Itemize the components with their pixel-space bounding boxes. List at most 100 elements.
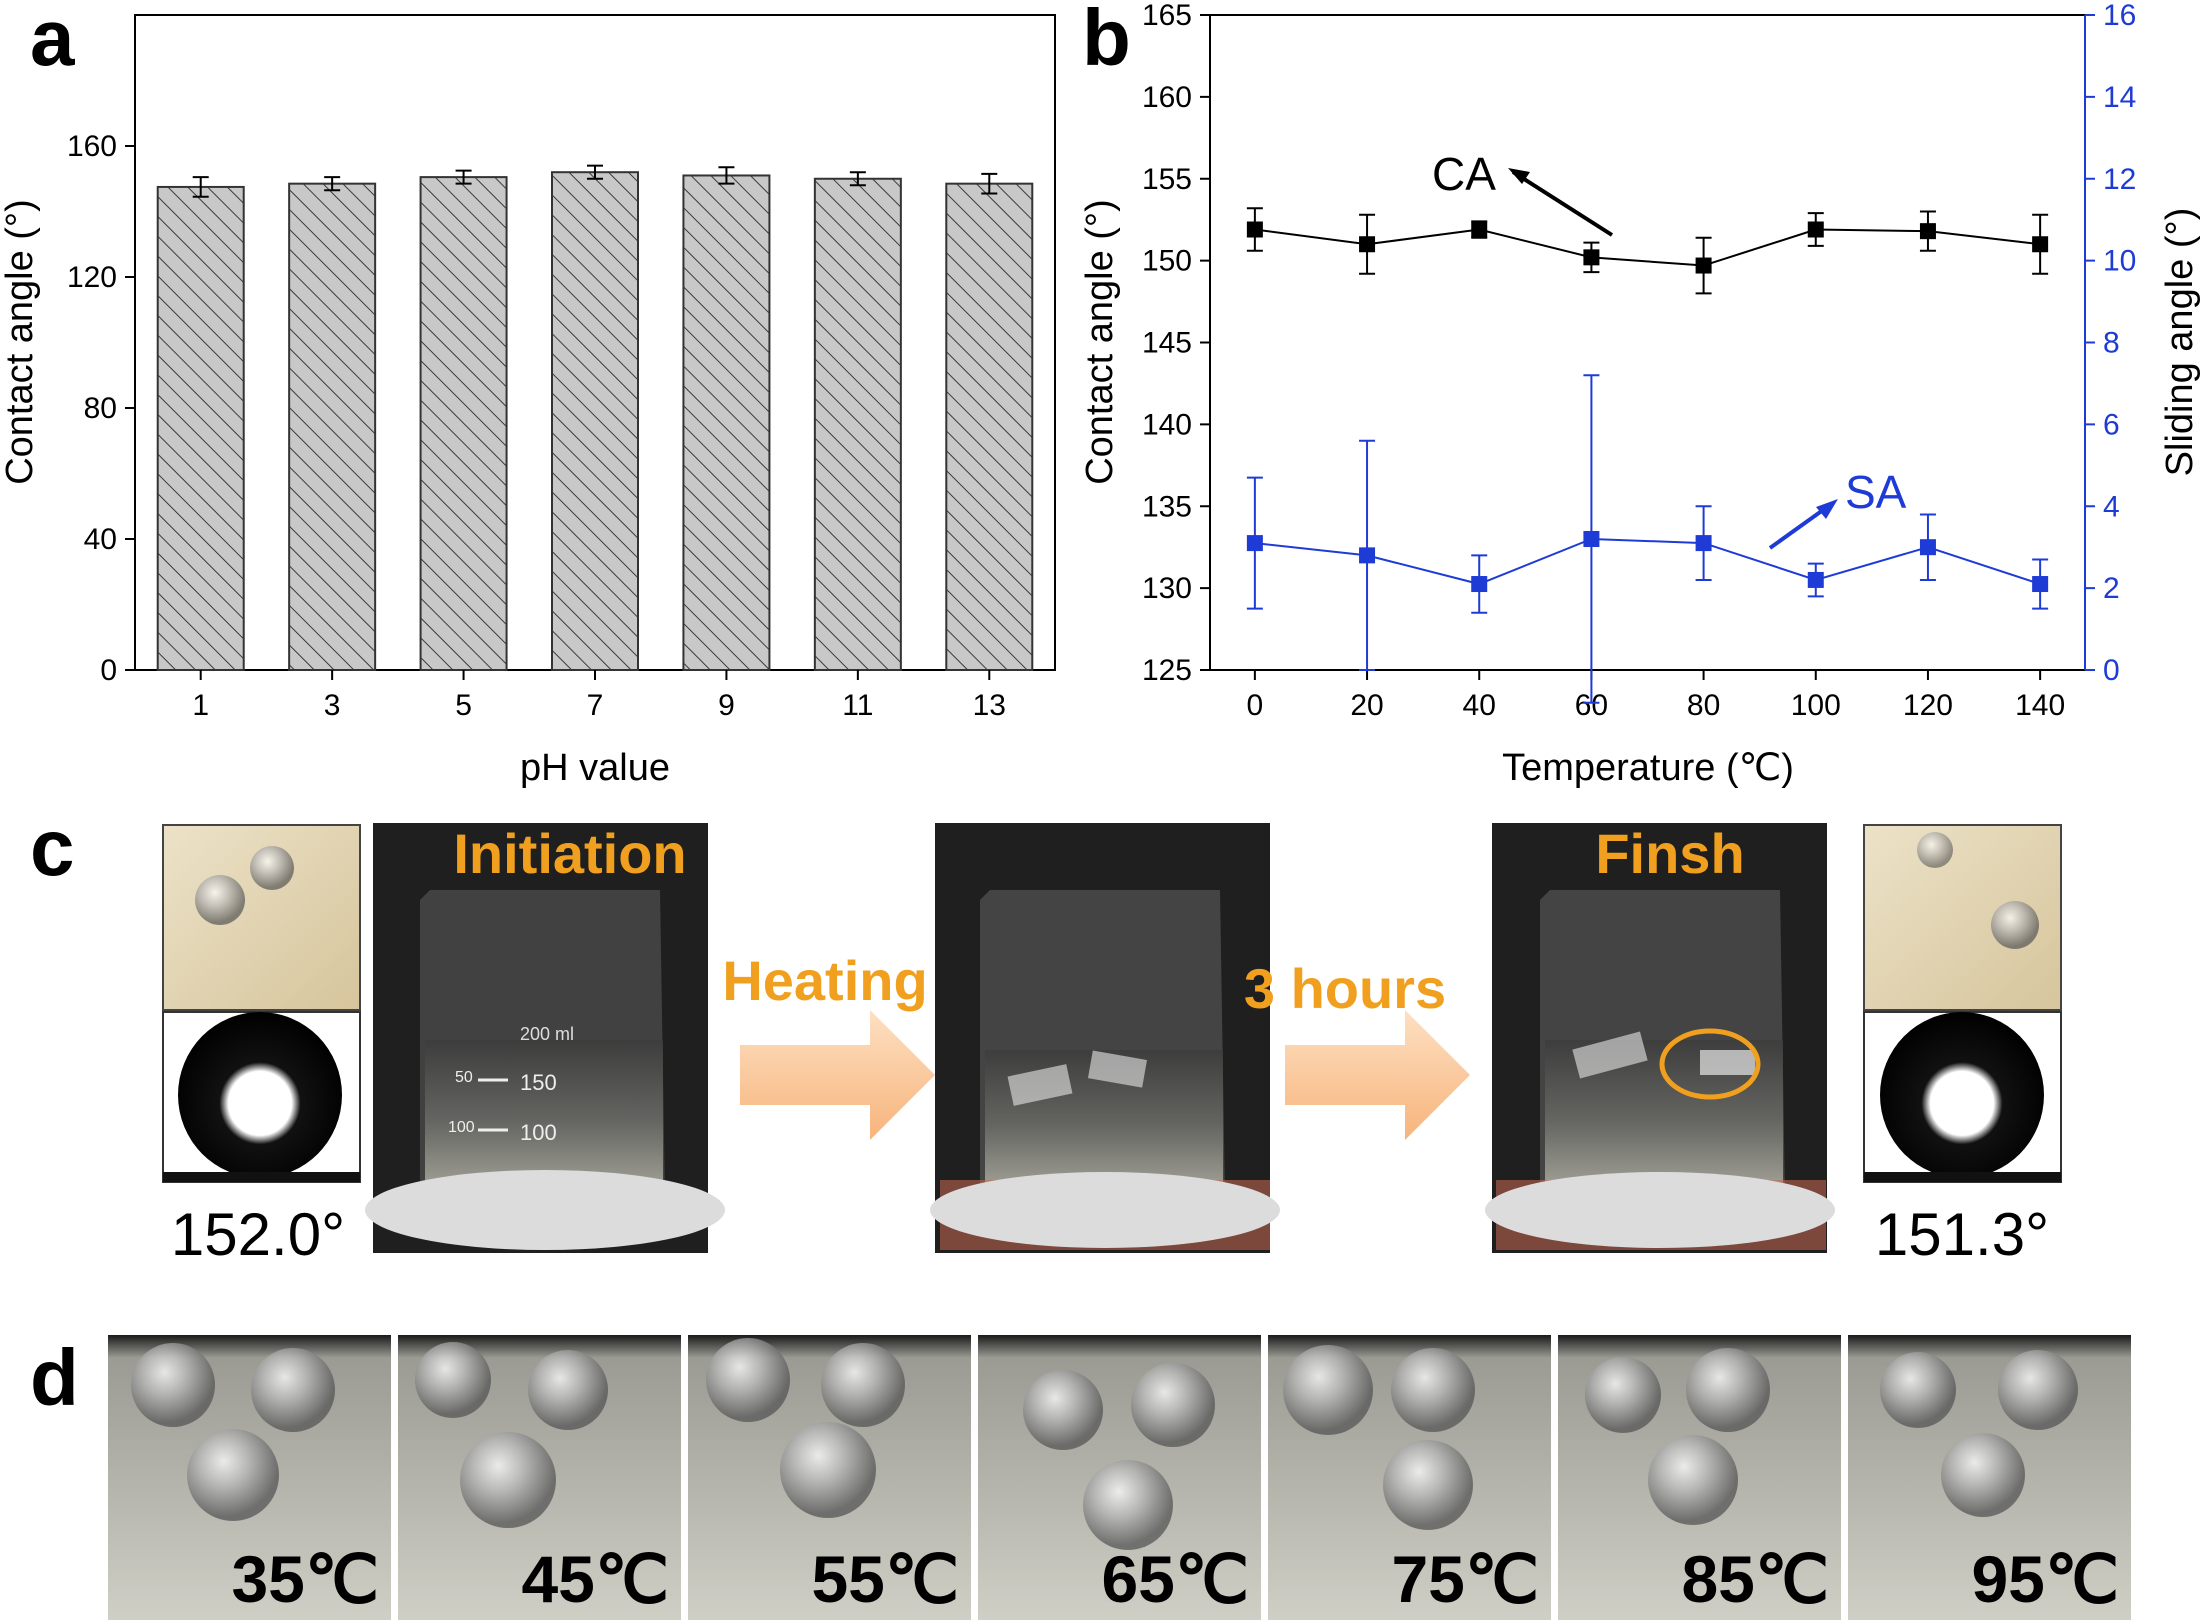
point-ca — [1695, 257, 1712, 274]
x-tick-label: 9 — [718, 689, 735, 722]
chart-b-frame — [1209, 14, 2086, 671]
x-tick-label: 80 — [1687, 689, 1720, 722]
y-tick-label-left: 125 — [1142, 654, 1192, 687]
scale-label-50: 50 — [455, 1069, 473, 1086]
water-droplet — [821, 1343, 905, 1427]
point-ca — [1359, 236, 1376, 253]
hotplate-pad — [1485, 1172, 1835, 1248]
sa-annotation-arrow — [1768, 503, 1832, 550]
y-tick-label-left: 160 — [1142, 81, 1192, 114]
point-ca — [2032, 236, 2049, 253]
water-droplet — [1391, 1348, 1475, 1432]
bar-ph-13 — [945, 182, 1034, 671]
x-tick-label: 5 — [455, 689, 472, 722]
ca-annotation-arrowhead — [1508, 168, 1530, 184]
water-droplet — [1941, 1433, 2025, 1517]
substrate-line — [1864, 1172, 2061, 1182]
droplet-profile-before — [178, 1012, 342, 1178]
water-droplet — [1023, 1370, 1103, 1450]
water-droplet — [460, 1432, 556, 1528]
scale-label-100: 100 — [520, 1120, 557, 1145]
y-tick-label: 40 — [84, 523, 117, 556]
water-droplet — [1131, 1363, 1215, 1447]
chart-a-xlabel: pH value — [520, 747, 670, 789]
series-line-ca — [1254, 228, 2041, 267]
point-ca — [1919, 223, 1936, 240]
temperature-label: 75℃ — [1391, 1542, 1539, 1616]
highlight-circle — [1659, 1028, 1761, 1100]
water-droplet — [706, 1338, 790, 1422]
series-label-sa: SA — [1845, 466, 1907, 518]
label-initiation: Initiation — [453, 822, 686, 885]
bar-ph-1 — [156, 185, 245, 671]
wood-fragment — [1700, 1050, 1755, 1075]
point-ca — [1246, 221, 1263, 238]
chart-b-xlabel: Temperature (℃) — [1502, 747, 1794, 789]
contact-angle-after: 151.3° — [1875, 1201, 2049, 1268]
x-tick-label: 40 — [1463, 689, 1496, 722]
sa-annotation-arrowhead — [1816, 499, 1838, 519]
y-tick-label-left: 150 — [1142, 245, 1192, 278]
chart-b-ylabel-right: Sliding angle (°) — [2159, 208, 2201, 477]
temperature-label: 85℃ — [1681, 1542, 1829, 1616]
x-tick-label: 7 — [587, 689, 604, 722]
panel-c-photos: 152.0° 150 50 100 100 200 ml Initiation … — [162, 822, 2062, 1268]
temperature-label: 65℃ — [1101, 1542, 1249, 1616]
water-droplet — [1880, 1352, 1956, 1428]
droplet-profile-after — [1880, 1012, 2044, 1178]
x-tick-label: 1 — [192, 689, 209, 722]
water-droplet — [780, 1422, 876, 1518]
arrow-right-heating — [740, 1010, 935, 1140]
y-tick-label-right: 4 — [2103, 490, 2120, 523]
bar-ph-5 — [419, 176, 508, 672]
wood-fragment — [1007, 1064, 1073, 1106]
water-droplet — [1648, 1435, 1738, 1525]
label-heating: Heating — [722, 949, 927, 1012]
arrow-right-duration — [1285, 1010, 1470, 1140]
y-tick-label: 0 — [100, 654, 117, 687]
x-tick-label: 100 — [1791, 689, 1841, 722]
y-tick-label-left: 155 — [1142, 163, 1192, 196]
temperature-label: 45℃ — [521, 1542, 669, 1616]
water-droplet — [250, 846, 294, 890]
panel-label-b: b — [1082, 0, 1131, 82]
water-droplet — [187, 1429, 279, 1521]
bar-ph-11 — [813, 177, 902, 671]
x-tick-label: 120 — [1903, 689, 1953, 722]
y-tick-label: 80 — [84, 392, 117, 425]
scale-label-100-small: 100 — [448, 1119, 475, 1136]
y-tick-label-right: 8 — [2103, 327, 2120, 360]
y-tick-label: 160 — [67, 130, 117, 163]
wood-fragment — [1087, 1050, 1148, 1088]
y-tick-label-right: 2 — [2103, 572, 2120, 605]
water-droplet — [1585, 1357, 1661, 1433]
y-tick-label-right: 14 — [2103, 81, 2136, 114]
wood-fragment — [1572, 1031, 1648, 1079]
panel-d-photos: 35℃ 45℃ 55℃ 65℃ 75℃ 85℃ 95℃ — [108, 1335, 2131, 1620]
label-finish: Finsh — [1595, 822, 1744, 885]
x-tick-label: 11 — [842, 689, 873, 722]
y-tick-label-left: 130 — [1142, 572, 1192, 605]
water-droplet — [1991, 901, 2039, 949]
y-tick-label: 120 — [67, 261, 117, 294]
series-label-ca: CA — [1432, 148, 1496, 200]
y-tick-label-left: 135 — [1142, 490, 1192, 523]
substrate-line — [163, 1172, 360, 1182]
water-droplet — [251, 1348, 335, 1432]
y-tick-label-right: 12 — [2103, 163, 2136, 196]
point-sa — [1246, 535, 1263, 552]
panel-label-a: a — [30, 0, 75, 82]
x-tick-label: 140 — [2015, 689, 2065, 722]
y-tick-label-left: 145 — [1142, 327, 1192, 360]
series-line-sa — [1254, 537, 2041, 586]
ca-annotation-arrow — [1511, 170, 1614, 237]
point-ca — [1471, 221, 1488, 238]
hotplate-pad — [930, 1172, 1280, 1248]
y-tick-label-right: 0 — [2103, 654, 2120, 687]
point-sa — [1695, 535, 1712, 552]
water-droplet — [1998, 1350, 2078, 1430]
point-sa — [1359, 547, 1376, 564]
hotplate-pad — [365, 1170, 725, 1250]
